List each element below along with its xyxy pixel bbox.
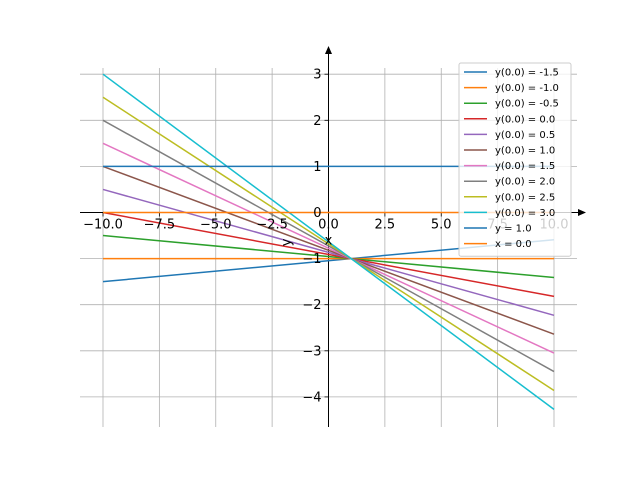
y-tick-label: −2	[302, 298, 321, 313]
y-tick-label: −4	[302, 390, 321, 405]
x-tick-label: −5.0	[200, 218, 232, 233]
legend-entry-7: y(0.0) = 2.0	[495, 177, 555, 188]
legend-entry-0: y(0.0) = -1.5	[495, 68, 559, 79]
legend-entry-5: y(0.0) = 1.0	[495, 146, 555, 157]
x-tick-label: −7.5	[144, 218, 176, 233]
legend-box	[458, 62, 572, 257]
series-line-8	[102, 96, 555, 392]
series-line-5	[102, 165, 555, 335]
legend: y(0.0) = -1.5 y(0.0) = -1.0 y(0.0) = -0.5 y…	[458, 62, 572, 257]
legend-entry-6: y(0.0) = 1.5	[495, 161, 555, 172]
x-tick-label: 0.0	[318, 218, 339, 233]
x-tick-label: 5.0	[431, 218, 452, 233]
y-tick-label: 1	[313, 160, 321, 175]
legend-entry-4: y(0.0) = 0.5	[495, 130, 555, 141]
x-tick-label: −10.0	[83, 218, 123, 233]
y-axis-label: y	[280, 238, 295, 246]
legend-entry-3: y(0.0) = 0.0	[495, 114, 555, 125]
series-line-3	[102, 211, 555, 298]
x-tick-label: −2.5	[256, 218, 288, 233]
series-line-4	[102, 188, 555, 317]
legend-entry-10: y = 1.0	[495, 224, 532, 235]
y-tick-label: 0	[313, 206, 321, 221]
y-tick-label: −3	[302, 344, 321, 359]
x-tick-label: 2.5	[375, 218, 396, 233]
x-axis-arrow	[578, 209, 586, 216]
legend-entry-2: y(0.0) = -0.5	[495, 99, 559, 110]
y-tick-label: −1	[302, 252, 321, 267]
series-line-2	[102, 234, 555, 279]
x-axis-label: x	[325, 234, 333, 249]
series-line-9	[102, 73, 555, 410]
legend-entry-1: y(0.0) = -1.0	[495, 83, 559, 94]
y-tick-label: 2	[313, 114, 321, 129]
series-line-7	[102, 119, 555, 373]
series-line-6	[102, 142, 555, 354]
y-axis-arrow	[325, 46, 332, 54]
legend-entry-11: x = 0.0	[495, 239, 532, 250]
legend-entry-8: y(0.0) = 2.5	[495, 192, 555, 203]
legend-entry-9: y(0.0) = 3.0	[495, 208, 555, 219]
y-tick-label: 3	[313, 68, 321, 83]
